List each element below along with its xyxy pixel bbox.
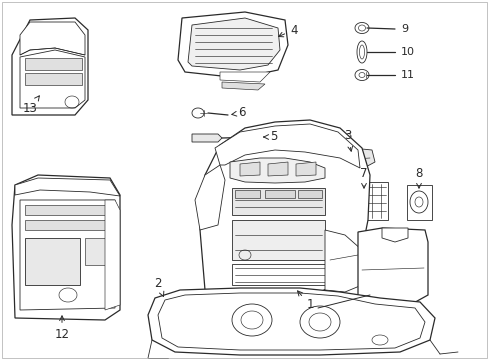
Polygon shape bbox=[357, 228, 427, 305]
Polygon shape bbox=[325, 230, 361, 292]
Polygon shape bbox=[229, 158, 325, 183]
Polygon shape bbox=[85, 238, 110, 265]
Polygon shape bbox=[25, 205, 108, 215]
Text: 12: 12 bbox=[54, 316, 69, 341]
Polygon shape bbox=[381, 228, 407, 242]
Text: 1: 1 bbox=[297, 291, 313, 311]
Polygon shape bbox=[200, 120, 369, 296]
Text: 3: 3 bbox=[344, 129, 352, 151]
Text: 10: 10 bbox=[400, 47, 414, 57]
Polygon shape bbox=[195, 165, 224, 230]
Polygon shape bbox=[264, 190, 294, 198]
Polygon shape bbox=[240, 162, 260, 176]
Polygon shape bbox=[187, 18, 280, 70]
Text: 4: 4 bbox=[278, 23, 297, 37]
Polygon shape bbox=[231, 220, 325, 260]
Polygon shape bbox=[25, 73, 82, 85]
Text: 7: 7 bbox=[360, 167, 367, 188]
Text: 13: 13 bbox=[22, 96, 39, 114]
Text: 5: 5 bbox=[263, 130, 277, 144]
Text: 2: 2 bbox=[154, 277, 163, 296]
Text: 9: 9 bbox=[401, 24, 408, 34]
Text: 8: 8 bbox=[414, 167, 422, 188]
Polygon shape bbox=[231, 188, 325, 215]
Polygon shape bbox=[25, 238, 80, 285]
Polygon shape bbox=[25, 58, 82, 70]
Polygon shape bbox=[220, 72, 269, 82]
Polygon shape bbox=[178, 12, 287, 78]
Polygon shape bbox=[295, 162, 315, 176]
Polygon shape bbox=[215, 124, 359, 168]
Polygon shape bbox=[192, 134, 222, 142]
Polygon shape bbox=[297, 190, 321, 198]
Polygon shape bbox=[105, 200, 120, 310]
Polygon shape bbox=[148, 288, 434, 355]
Text: 11: 11 bbox=[400, 70, 414, 80]
Polygon shape bbox=[406, 185, 431, 220]
Polygon shape bbox=[25, 220, 108, 230]
Polygon shape bbox=[222, 82, 264, 90]
Polygon shape bbox=[235, 190, 260, 198]
Polygon shape bbox=[20, 22, 85, 55]
Polygon shape bbox=[12, 18, 88, 115]
Polygon shape bbox=[15, 178, 120, 196]
Polygon shape bbox=[12, 175, 120, 320]
Text: 6: 6 bbox=[231, 107, 245, 120]
Polygon shape bbox=[334, 148, 374, 170]
Polygon shape bbox=[339, 182, 387, 220]
Polygon shape bbox=[267, 162, 287, 176]
